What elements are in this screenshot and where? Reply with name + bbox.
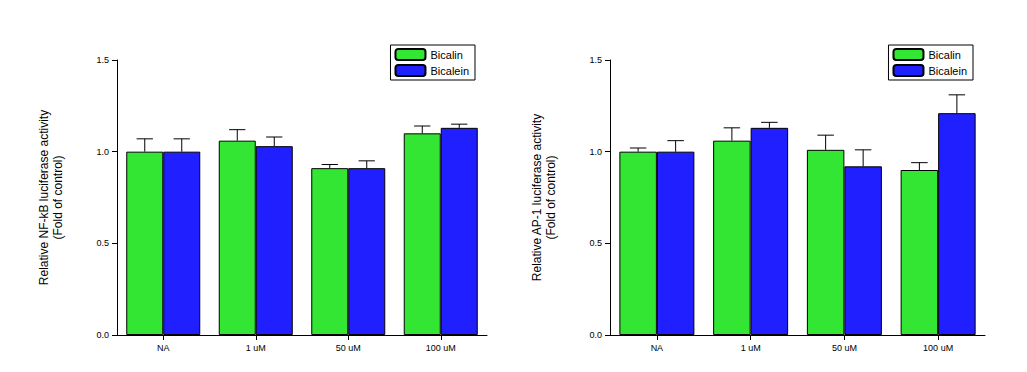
svg-text:100 uM: 100 uM: [923, 343, 953, 353]
svg-text:100 uM: 100 uM: [426, 343, 456, 353]
svg-text:NA: NA: [651, 343, 664, 353]
svg-text:Relative NF-kB luciferase acti: Relative NF-kB luciferase activity: [37, 110, 51, 285]
svg-text:Bicalin: Bicalin: [928, 49, 960, 61]
svg-text:1.5: 1.5: [589, 55, 602, 65]
svg-text:0.0: 0.0: [589, 330, 602, 340]
svg-text:1.0: 1.0: [589, 147, 602, 157]
svg-text:0.5: 0.5: [96, 238, 109, 248]
svg-text:(Fold of control): (Fold of control): [544, 155, 558, 239]
svg-text:Relative AP-1 luciferase activ: Relative AP-1 luciferase activity: [530, 114, 544, 281]
svg-text:0.5: 0.5: [589, 238, 602, 248]
svg-text:1 uM: 1 uM: [741, 343, 761, 353]
svg-text:Bicalin: Bicalin: [430, 49, 462, 61]
svg-text:Bicalein: Bicalein: [430, 65, 469, 77]
svg-text:1.0: 1.0: [96, 147, 109, 157]
svg-text:1.5: 1.5: [96, 55, 109, 65]
svg-text:(Fold of control): (Fold of control): [51, 155, 65, 239]
svg-text:50 uM: 50 uM: [336, 343, 361, 353]
svg-text:Bicalein: Bicalein: [928, 65, 967, 77]
svg-text:NA: NA: [157, 343, 170, 353]
svg-text:1 uM: 1 uM: [246, 343, 266, 353]
svg-text:0.0: 0.0: [96, 330, 109, 340]
svg-text:50 uM: 50 uM: [832, 343, 857, 353]
